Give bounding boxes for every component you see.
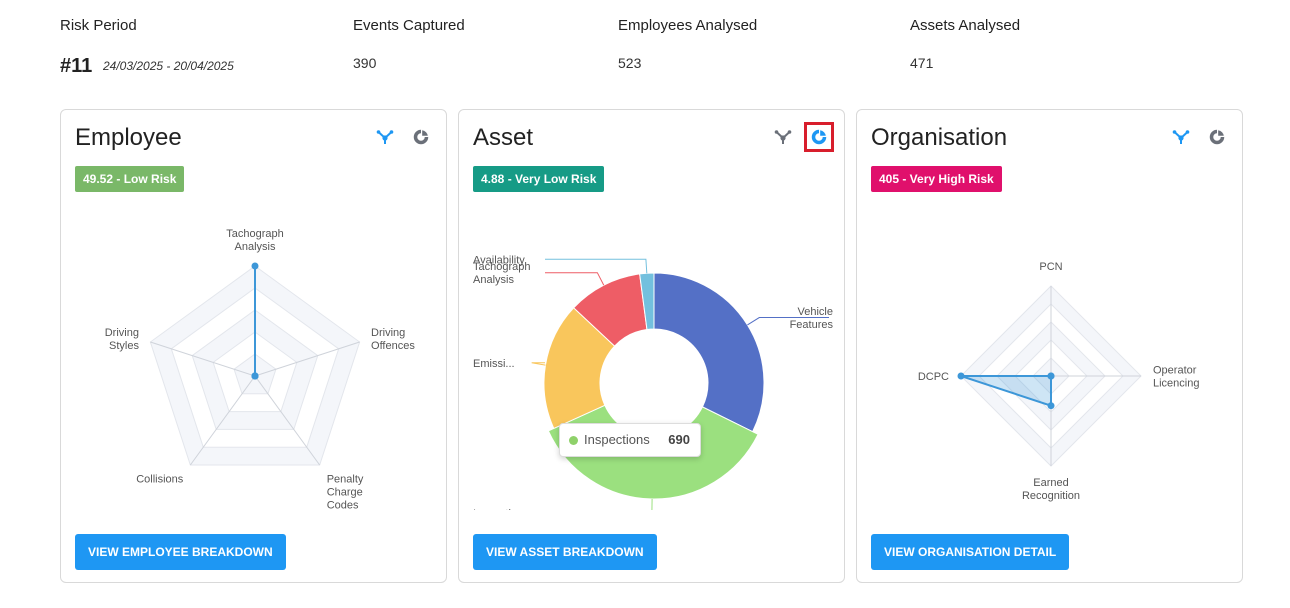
radar-data-point <box>1047 372 1055 380</box>
radar-view-button[interactable] <box>1170 126 1192 148</box>
donut-label-line <box>545 258 648 274</box>
radar-axis-label: DCPC <box>918 371 949 383</box>
employees-analysed-value: 523 <box>618 55 642 71</box>
risk-badge: 4.88 - Very Low Risk <box>473 166 605 192</box>
donut-label-line <box>651 498 653 510</box>
chart-tooltip: Inspections 690 <box>559 423 701 457</box>
radar-view-button[interactable] <box>374 126 396 148</box>
radar-view-button[interactable] <box>772 126 794 148</box>
risk-badge: 405 - Very High Risk <box>871 166 1002 192</box>
radar-axis-line <box>254 341 360 377</box>
events-captured-label: Events Captured <box>353 17 465 34</box>
donut-slice-label: Inspections <box>473 508 529 510</box>
tooltip-series-value: 690 <box>668 432 690 447</box>
card-title: Organisation <box>871 124 1008 151</box>
radar-axis-label: Driving Styles <box>105 327 140 352</box>
radar-axis-line <box>254 375 321 466</box>
donut-chart-icon <box>811 129 827 145</box>
view-asset-breakdown-button[interactable]: VIEW ASSET BREAKDOWN <box>473 534 657 570</box>
risk-period-number: #11 <box>60 55 93 77</box>
view-employee-breakdown-button[interactable]: VIEW EMPLOYEE BREAKDOWN <box>75 534 286 570</box>
donut-slice-label: Tachograph Analysis <box>473 261 531 286</box>
radar-data-point <box>251 372 259 380</box>
radar-axis-label: Driving Offences <box>371 327 415 352</box>
radar-chart-icon <box>774 130 792 144</box>
radar-axis-label: Penalty Charge Codes <box>327 474 364 510</box>
donut-slice <box>639 272 655 331</box>
donut-view-button[interactable] <box>1206 126 1228 148</box>
donut-slice-label: Emissi... <box>473 358 515 370</box>
assets-analysed-label: Assets Analysed <box>910 17 1021 34</box>
donut-label-line <box>545 272 605 286</box>
employee-radar-chart: Tachograph Analysis Driving Offences Penalty… <box>105 228 416 510</box>
radar-series-area <box>960 375 1052 408</box>
organisation-card: Organisation 405 - Very High Risk PCN Ope… <box>856 109 1243 583</box>
organisation-radar-chart: PCN Operator Licencing Earned Recognition DCP… <box>918 261 1200 502</box>
radar-axis-line <box>150 341 256 377</box>
donut-slice-label: Vehicle Features <box>790 306 834 331</box>
radar-axis-label: Collisions <box>136 474 184 486</box>
radar-chart-icon <box>376 130 394 144</box>
tooltip-series-dot <box>569 436 578 445</box>
asset-card: Asset 4.88 - Very Low Risk Vehicle Featur… <box>458 109 845 583</box>
risk-period-label: Risk Period <box>60 17 137 34</box>
radar-axis-label: Tachograph Analysis <box>226 228 284 253</box>
donut-chart-icon <box>1209 129 1225 145</box>
employee-card: Employee 49.52 - Low Risk Tachograph Anal… <box>60 109 447 583</box>
donut-view-button[interactable] <box>804 122 834 152</box>
risk-period-dates: 24/03/2025 - 20/04/2025 <box>103 59 234 73</box>
donut-view-button[interactable] <box>410 126 432 148</box>
card-title: Asset <box>473 124 534 151</box>
employees-analysed-label: Employees Analysed <box>618 17 758 34</box>
donut-slice <box>653 272 765 433</box>
radar-data-point <box>1047 402 1055 410</box>
risk-badge: 49.52 - Low Risk <box>75 166 185 192</box>
donut-label-line <box>531 362 546 366</box>
events-captured-value: 390 <box>353 55 377 71</box>
donut-chart-icon <box>413 129 429 145</box>
tooltip-series-name: Inspections <box>584 432 650 447</box>
radar-data-point <box>957 372 965 380</box>
donut-slice-label: Availability <box>473 254 525 266</box>
radar-data-point <box>251 262 259 270</box>
radar-chart-icon <box>1172 130 1190 144</box>
radar-axis-label: Earned Recognition <box>1022 477 1080 502</box>
view-organisation-detail-button[interactable]: VIEW ORGANISATION DETAIL <box>871 534 1070 570</box>
radar-axis-label: PCN <box>1039 261 1062 273</box>
card-title: Employee <box>75 124 182 151</box>
assets-analysed-value: 471 <box>910 55 934 71</box>
donut-label-line <box>747 317 829 326</box>
radar-axis-line <box>189 375 256 466</box>
radar-axis-label: Operator Licencing <box>1153 365 1199 390</box>
